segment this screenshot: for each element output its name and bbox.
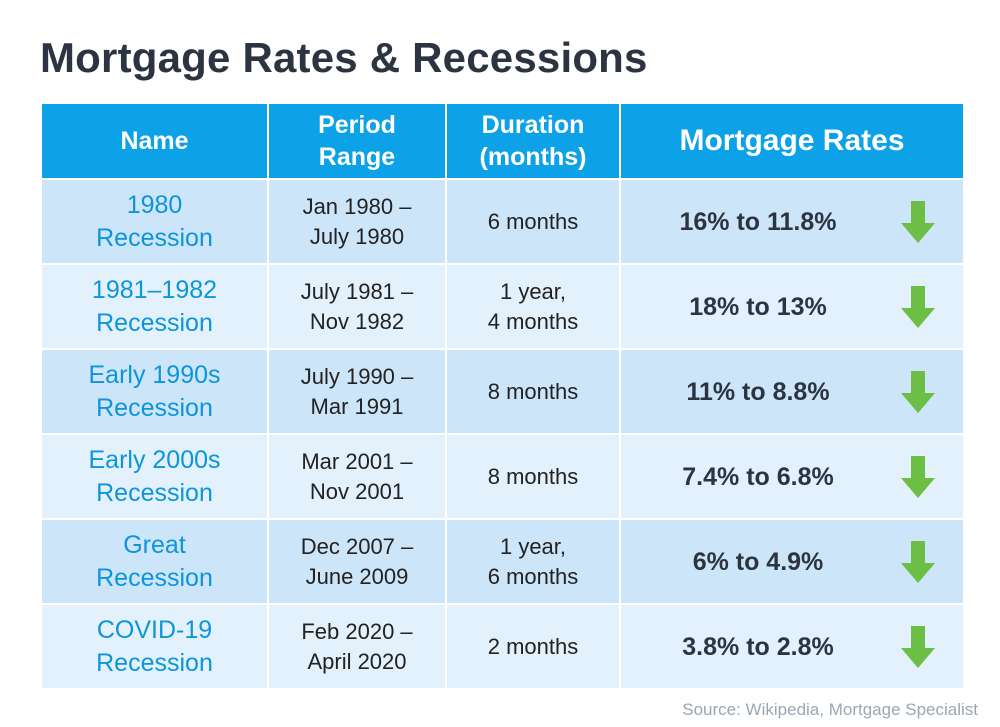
- period-range: July 1981 – Nov 1982: [267, 263, 447, 350]
- header-mortgage-rates: Mortgage Rates: [619, 102, 965, 180]
- arrow-down-icon: [901, 625, 935, 668]
- mortgage-rate-change: 16% to 11.8%: [619, 178, 965, 265]
- period-range: Dec 2007 – June 2009: [267, 518, 447, 605]
- mortgage-rate-change: 18% to 13%: [619, 263, 965, 350]
- table-header-row: Name Period Range Duration (months) Mort…: [40, 102, 965, 180]
- arrow-down-icon: [901, 540, 935, 583]
- header-name: Name: [40, 102, 269, 180]
- recession-name: 1981–1982 Recession: [40, 263, 269, 350]
- table-row: Early 1990s Recession July 1990 – Mar 1991 8…: [40, 348, 965, 435]
- header-duration: Duration (months): [445, 102, 621, 180]
- recession-name: 1980 Recession: [40, 178, 269, 265]
- page-title: Mortgage Rates & Recessions: [40, 34, 648, 81]
- arrow-down-icon: [901, 370, 935, 413]
- duration: 1 year, 6 months: [445, 518, 621, 605]
- recession-name: Early 1990s Recession: [40, 348, 269, 435]
- mortgage-rate-change: 7.4% to 6.8%: [619, 433, 965, 520]
- table-row: 1980 Recession Jan 1980 – July 1980 6 months…: [40, 178, 965, 265]
- period-range: Mar 2001 – Nov 2001: [267, 433, 447, 520]
- table-row: COVID-19 Recession Feb 2020 – April 2020 2 m…: [40, 603, 965, 690]
- mortgage-rate-change: 11% to 8.8%: [619, 348, 965, 435]
- arrow-down-icon: [901, 200, 935, 243]
- mortgage-rate-change: 6% to 4.9%: [619, 518, 965, 605]
- mortgage-rate-change: 3.8% to 2.8%: [619, 603, 965, 690]
- period-range: Feb 2020 – April 2020: [267, 603, 447, 690]
- period-range: Jan 1980 – July 1980: [267, 178, 447, 265]
- recession-name: COVID-19 Recession: [40, 603, 269, 690]
- duration: 6 months: [445, 178, 621, 265]
- table-row: Early 2000s Recession Mar 2001 – Nov 2001 8 …: [40, 433, 965, 520]
- header-period: Period Range: [267, 102, 447, 180]
- period-range: July 1990 – Mar 1991: [267, 348, 447, 435]
- table-row: Great Recession Dec 2007 – June 2009 1 year,…: [40, 518, 965, 605]
- recession-name: Early 2000s Recession: [40, 433, 269, 520]
- table-row: 1981–1982 Recession July 1981 – Nov 1982 1 y…: [40, 263, 965, 350]
- duration: 2 months: [445, 603, 621, 690]
- arrow-down-icon: [901, 455, 935, 498]
- duration: 8 months: [445, 348, 621, 435]
- source-note: Source: Wikipedia, Mortgage Specialist: [682, 700, 978, 719]
- arrow-down-icon: [901, 285, 935, 328]
- duration: 8 months: [445, 433, 621, 520]
- duration: 1 year, 4 months: [445, 263, 621, 350]
- recessions-table: Name Period Range Duration (months) Mort…: [40, 102, 965, 690]
- recession-name: Great Recession: [40, 518, 269, 605]
